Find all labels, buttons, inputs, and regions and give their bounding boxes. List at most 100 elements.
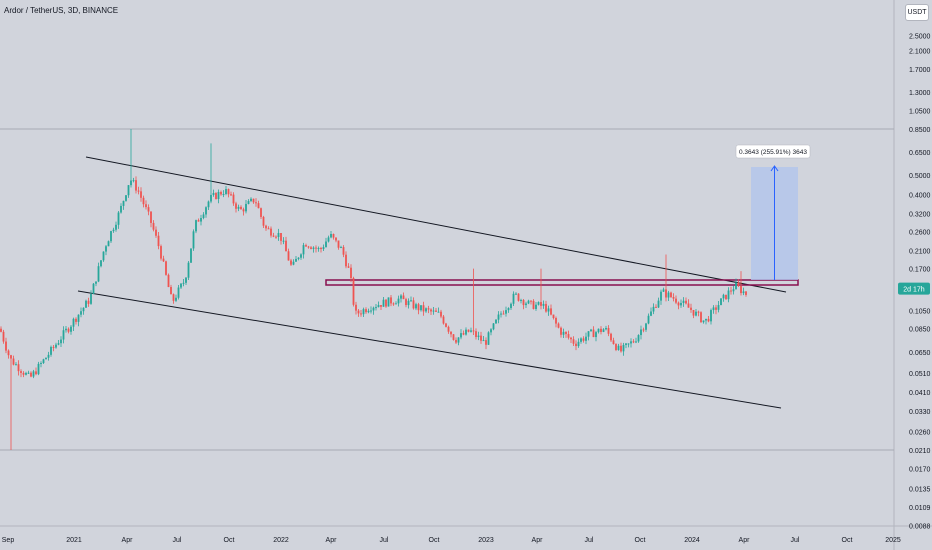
candle-body <box>540 302 542 306</box>
candle-body <box>560 327 562 335</box>
candle-body <box>360 313 362 315</box>
candle-body <box>720 298 722 306</box>
candle-body <box>457 337 460 343</box>
candle-body <box>520 299 522 301</box>
candle-body <box>35 371 37 375</box>
candle-body <box>30 372 32 377</box>
candle-body <box>455 339 457 343</box>
price-tick-label: 1.0500 <box>909 109 931 116</box>
candle-body <box>412 300 415 309</box>
candle-body <box>642 329 645 331</box>
candle-body <box>435 310 437 312</box>
candle-body <box>202 214 205 218</box>
candle-body <box>32 371 35 377</box>
candle-body <box>700 312 702 323</box>
candle-body <box>355 304 357 311</box>
candle-body <box>322 247 325 250</box>
candle-body <box>392 303 395 305</box>
resistance-zone <box>325 279 799 286</box>
time-tick-label: Sep <box>2 537 15 544</box>
candle-body <box>145 204 147 208</box>
candle-body <box>482 340 485 342</box>
candle-body <box>480 335 482 341</box>
candle-body <box>117 212 120 225</box>
candle-body <box>40 362 42 364</box>
candle-body <box>140 191 142 198</box>
candle-body <box>20 371 22 373</box>
candle-body <box>680 302 682 306</box>
candle-body <box>697 311 700 313</box>
candle-body <box>2 331 5 342</box>
price-tick-label: 0.0135 <box>909 486 931 493</box>
candle-body <box>210 194 212 202</box>
candle-body <box>315 247 317 249</box>
candle-body <box>337 240 340 248</box>
candle-body <box>637 335 640 342</box>
candle-body <box>135 180 137 191</box>
candle-body <box>90 293 92 304</box>
candle-body <box>177 287 180 298</box>
candle-body <box>142 197 145 205</box>
candle-body <box>472 330 475 332</box>
candle-body <box>7 350 10 356</box>
candle-body <box>372 307 375 311</box>
candle-body <box>75 318 77 322</box>
candle-body <box>685 300 687 304</box>
candle-body <box>725 294 727 300</box>
candle-body <box>77 314 80 322</box>
candle-body <box>22 372 25 375</box>
candle-body <box>352 278 355 305</box>
candle-body <box>180 283 182 288</box>
candle-body <box>157 235 160 247</box>
price-tick-label: 0.1050 <box>909 308 931 315</box>
candle-body <box>320 247 322 250</box>
candle-body <box>265 225 267 229</box>
candle-body <box>710 310 712 322</box>
candle-body <box>715 307 717 310</box>
candle-body <box>735 282 737 290</box>
candle-body <box>550 308 552 315</box>
candle-body <box>37 363 40 375</box>
price-tick-label: 0.5000 <box>909 173 931 180</box>
candle-body <box>385 299 387 307</box>
price-tick-label: 0.0109 <box>909 505 931 512</box>
candle-body <box>367 310 370 313</box>
time-tick-label: Jul <box>791 537 800 544</box>
candle-body <box>167 274 170 288</box>
candle-body <box>647 315 650 324</box>
candle-body <box>212 192 215 195</box>
candle-body <box>382 299 385 307</box>
candle-body <box>275 236 277 238</box>
candle-body <box>12 358 15 365</box>
candles <box>0 128 747 450</box>
candle-body <box>242 209 245 212</box>
currency-button[interactable]: USDT <box>905 4 929 21</box>
candle-body <box>727 290 730 300</box>
time-tick-label: Oct <box>224 537 235 544</box>
candle-body <box>122 200 125 206</box>
candle-body <box>460 333 462 338</box>
candle-body <box>207 201 210 208</box>
candle-body <box>572 339 575 344</box>
price-tick-label: 0.0410 <box>909 390 931 397</box>
candle-body <box>377 305 380 308</box>
candle-body <box>312 247 315 249</box>
time-tick-label: 2024 <box>684 537 700 544</box>
price-tick-label: 0.8500 <box>909 127 931 134</box>
time-tick-label: 2025 <box>885 537 901 544</box>
candle-body <box>345 254 347 267</box>
candle-body <box>402 295 405 300</box>
time-tick-label: Jul <box>380 537 389 544</box>
candle-body <box>505 310 507 314</box>
candle-body <box>607 327 610 334</box>
candle-body <box>672 297 675 299</box>
candle-body <box>230 194 232 196</box>
candle-body <box>690 307 692 310</box>
candle-body <box>442 316 445 324</box>
candle-body <box>42 359 45 363</box>
candle-body <box>297 257 300 259</box>
current-price-label-bg <box>898 282 930 295</box>
candle-body <box>365 309 367 313</box>
candle-body <box>722 294 725 299</box>
